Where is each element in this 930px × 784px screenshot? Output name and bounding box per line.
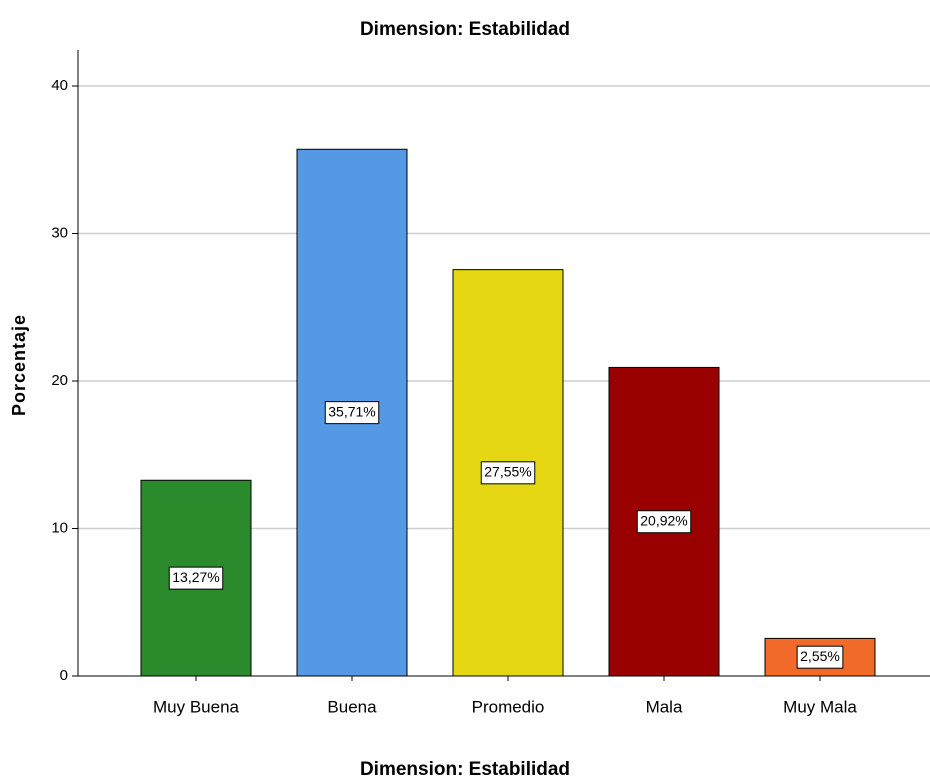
y-tick-label: 0 (60, 667, 68, 684)
x-tick-label: Muy Mala (783, 697, 857, 716)
y-axis-label: Porcentaje (9, 314, 29, 416)
chart-title: Dimension: Estabilidad (360, 19, 570, 40)
value-label-box (796, 645, 844, 669)
y-tick-label: 20 (51, 372, 68, 389)
value-label-box (636, 510, 692, 534)
value-label-box (324, 401, 380, 425)
value-label: 35,71% (328, 403, 375, 419)
x-axis-label: Dimension: Estabilidad (360, 759, 570, 780)
y-tick-label: 10 (51, 519, 68, 536)
x-tick-label: Mala (646, 697, 683, 716)
y-tick-label: 30 (51, 224, 68, 241)
value-label-box (168, 566, 224, 590)
value-label: 2,55% (800, 648, 840, 664)
value-label: 13,27% (172, 569, 219, 585)
x-tick-label: Buena (327, 697, 377, 716)
y-tick-label: 40 (51, 77, 68, 94)
x-tick-label: Promedio (472, 697, 545, 716)
x-tick-label: Muy Buena (153, 697, 240, 716)
value-label-box (480, 461, 536, 485)
value-label: 27,55% (484, 464, 531, 480)
value-label: 20,92% (640, 512, 687, 528)
